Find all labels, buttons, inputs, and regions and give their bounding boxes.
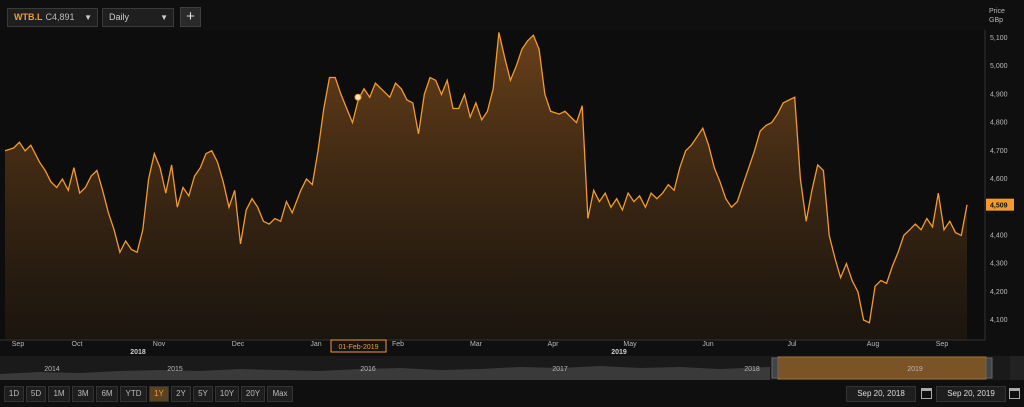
price-area-fill (5, 32, 967, 341)
x-tick-label: Jan (310, 341, 321, 348)
x-tick-label: Apr (548, 341, 560, 348)
last-value-label: 4,509 (990, 203, 1008, 210)
y-tick-label: 4,300 (990, 261, 1008, 268)
x-tick-label: Oct (72, 341, 83, 348)
y-tick-label: 4,900 (990, 91, 1008, 98)
y-tick-label: 5,000 (990, 63, 1008, 70)
range-bar: 1D 5D 1M 3M 6M YTD 1Y 2Y 5Y 10Y 20Y Max Sep 20, 201… (0, 383, 1024, 407)
navigator-year-label: 2015 (167, 366, 183, 373)
x-tick-label: Sep (12, 341, 25, 348)
navigator-year-label: 2016 (360, 366, 376, 373)
range-button-1y[interactable]: 1Y (149, 386, 169, 402)
y-tick-label: 4,800 (990, 120, 1008, 127)
x-tick-label: May (623, 341, 637, 348)
end-date-field[interactable]: Sep 20, 2019 (936, 386, 1006, 402)
y-tick-label: 4,600 (990, 176, 1008, 183)
range-button-1m[interactable]: 1M (48, 386, 70, 402)
timeline-navigator[interactable]: 2014 2015 2016 2017 2018 2019 (0, 356, 1024, 380)
x-tick-label: Jul (788, 341, 797, 348)
x-tick-label: Aug (867, 341, 880, 348)
range-button-ytd[interactable]: YTD (120, 386, 147, 402)
symbol-dropdown[interactable]: WTB.L C4,891 ▼ (7, 8, 98, 27)
x-tick-label: Jun (702, 341, 713, 348)
add-button[interactable]: + (180, 7, 201, 27)
navigator-year-label: 2014 (44, 366, 60, 373)
range-button-10y[interactable]: 10Y (215, 386, 239, 402)
price-chart[interactable]: Sep Oct Nov Dec Jan Feb Mar Apr May Jun Jul Aug Sep 2… (0, 0, 1024, 356)
y-axis-title-line1: Price (989, 8, 1005, 15)
chevron-down-icon: ▼ (160, 13, 168, 22)
range-button-5d[interactable]: 5D (26, 386, 46, 402)
y-tick-label: 4,700 (990, 148, 1008, 155)
x-tick-label: Feb (392, 341, 404, 348)
y-axis-title-line2: GBp (989, 17, 1003, 24)
y-tick-label: 4,400 (990, 232, 1008, 239)
x-tick-label: Nov (153, 341, 166, 348)
chevron-down-icon: ▼ (84, 13, 92, 22)
interval-label: Daily (109, 12, 130, 22)
range-button-max[interactable]: Max (267, 386, 293, 402)
x-tick-label: Dec (232, 341, 245, 348)
y-tick-label: 5,100 (990, 35, 1008, 42)
y-tick-label: 4,100 (990, 317, 1008, 324)
x-tick-label: Sep (936, 341, 949, 348)
symbol-label: WTB.L (14, 12, 43, 22)
price-line (4, 32, 968, 324)
crosshair-point (354, 93, 362, 101)
chart-toolbar: WTB.L C4,891 ▼ Daily ▼ + (0, 0, 1024, 32)
x-year-label: 2018 (130, 349, 146, 356)
crosshair-date-label: 01-Feb-2019 (338, 344, 378, 351)
calendar-icon[interactable] (921, 388, 932, 399)
navigator-scrollbar[interactable] (1010, 356, 1024, 380)
range-button-20y[interactable]: 20Y (241, 386, 265, 402)
x-year-label: 2019 (611, 349, 627, 356)
y-tick-label: 4,200 (990, 289, 1008, 296)
range-button-2y[interactable]: 2Y (171, 386, 191, 402)
symbol-price: C4,891 (45, 12, 75, 22)
range-button-3m[interactable]: 3M (72, 386, 94, 402)
navigator-year-label: 2019 (907, 366, 923, 373)
x-tick-label: Mar (470, 341, 483, 348)
navigator-year-label: 2017 (552, 366, 568, 373)
navigator-left-handle[interactable] (771, 357, 779, 379)
navigator-year-label: 2018 (744, 366, 760, 373)
start-date-field[interactable]: Sep 20, 2018 (846, 386, 916, 402)
navigator-selection[interactable] (777, 356, 987, 380)
range-button-6m[interactable]: 6M (96, 386, 118, 402)
interval-dropdown[interactable]: Daily ▼ (102, 8, 174, 27)
range-button-1d[interactable]: 1D (4, 386, 24, 402)
navigator-history-shape (0, 366, 770, 380)
navigator-right-handle[interactable] (985, 357, 993, 379)
last-value-badge (986, 198, 1014, 211)
calendar-icon[interactable] (1009, 388, 1020, 399)
range-button-5y[interactable]: 5Y (193, 386, 213, 402)
crosshair-date-badge (330, 339, 387, 353)
